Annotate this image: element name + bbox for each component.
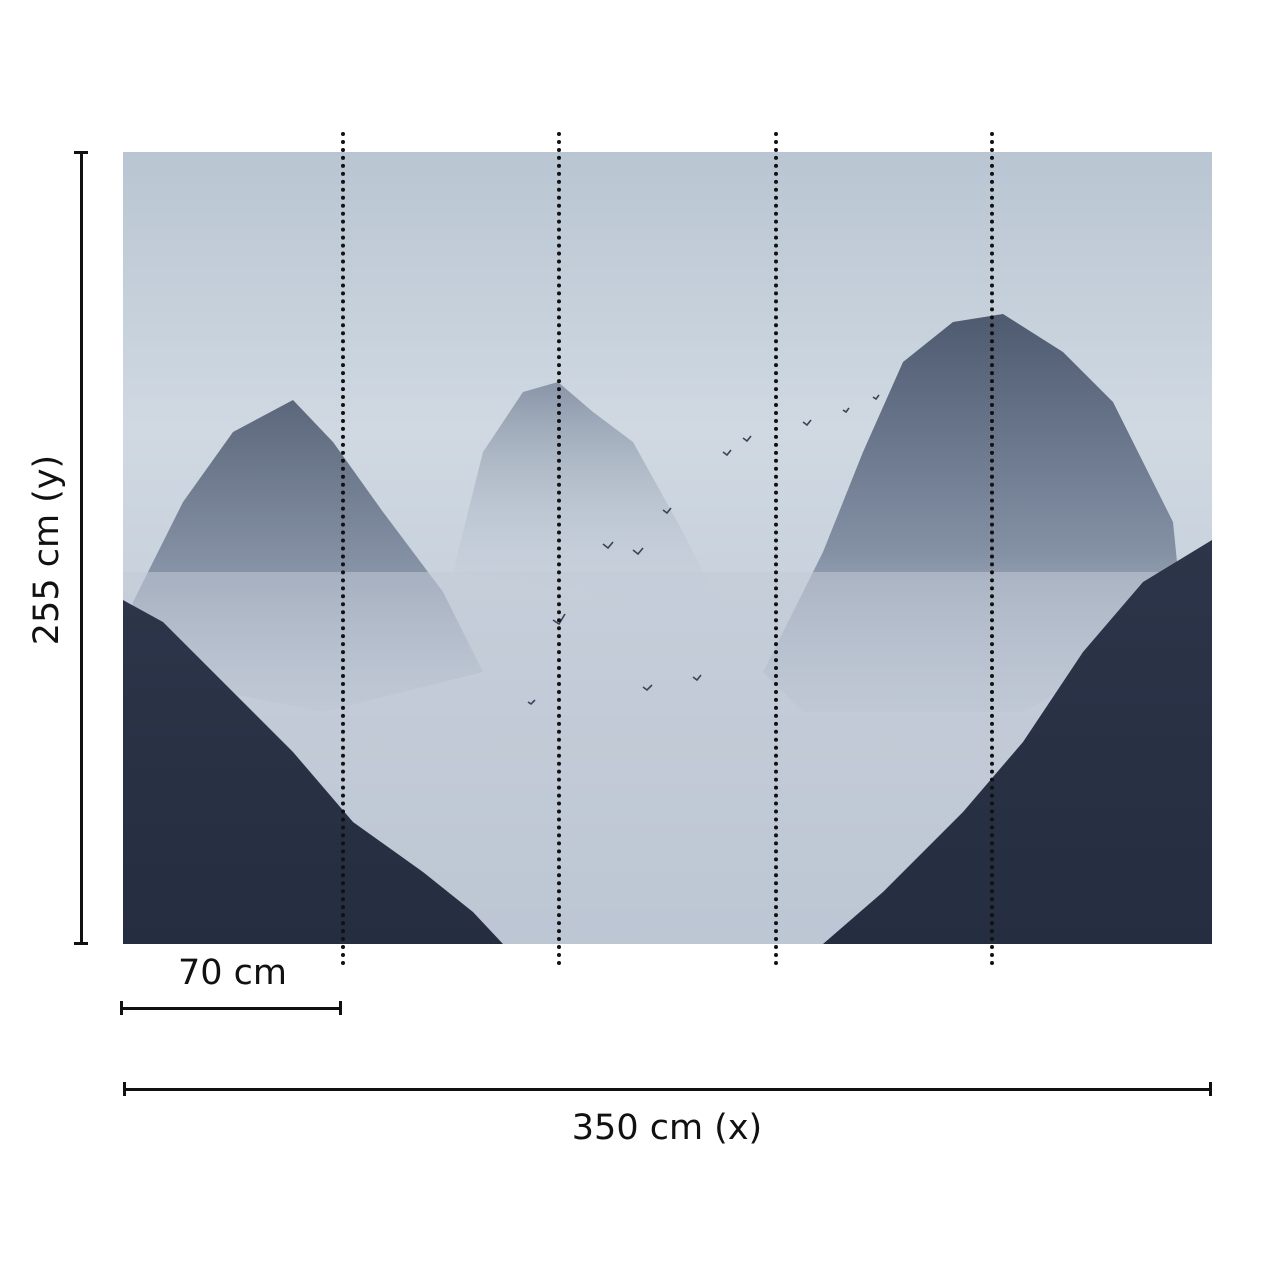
panel-divider: [341, 132, 345, 966]
wallpaper-mural-image: [123, 152, 1212, 944]
panel-divider: [990, 132, 994, 966]
birds: [527, 394, 880, 706]
panel-divider: [557, 132, 561, 966]
total-width-label: 350 cm (x): [571, 1108, 763, 1148]
height-label: 255 cm (y): [27, 454, 67, 646]
panel-width-label: 70 cm: [178, 953, 287, 993]
right-foreground-mountain: [823, 540, 1212, 944]
panel-divider: [774, 132, 778, 966]
left-foreground-mountain: [123, 600, 503, 944]
far-mountain: [453, 382, 723, 612]
